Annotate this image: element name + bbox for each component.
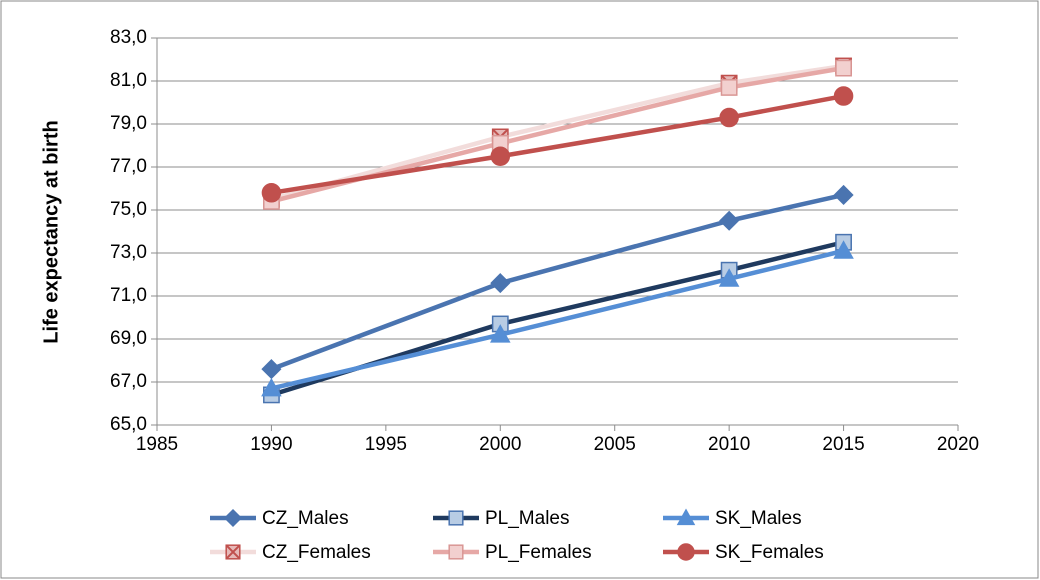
marker <box>719 210 740 231</box>
x-tick-label: 1990 <box>250 434 292 455</box>
legend-item: PL_Females <box>433 542 592 563</box>
y-tick-label: 65,0 <box>110 414 147 435</box>
legend-label: PL_Females <box>485 542 592 563</box>
marker <box>490 273 511 294</box>
marker <box>718 268 740 287</box>
marker-cross <box>225 544 241 560</box>
y-tick-label: 67,0 <box>110 371 147 392</box>
legend-item: PL_Males <box>433 508 570 529</box>
marker <box>835 59 852 77</box>
legend-item: CZ_Females <box>210 542 371 563</box>
marker <box>833 240 854 259</box>
series-line <box>270 248 845 391</box>
legend-item: CZ_Males <box>210 508 349 529</box>
series <box>261 240 854 397</box>
series-line <box>271 93 844 196</box>
marker <box>261 377 282 397</box>
y-tick-label: 77,0 <box>110 156 147 177</box>
x-tick-label: 2015 <box>822 434 864 455</box>
x-tick-label: 2000 <box>479 434 521 455</box>
legend-label: CZ_Males <box>262 508 349 529</box>
marker <box>719 107 739 128</box>
marker <box>833 184 854 206</box>
y-tick-label: 81,0 <box>110 70 147 91</box>
marker <box>448 510 464 526</box>
marker <box>448 544 464 560</box>
marker <box>720 79 738 96</box>
legend-item: SK_Males <box>663 508 802 529</box>
marker <box>223 508 243 528</box>
marker <box>490 324 511 343</box>
series <box>261 184 854 380</box>
legend-item: SK_Females <box>663 542 824 563</box>
marker <box>833 86 854 106</box>
y-tick-label: 79,0 <box>110 113 147 134</box>
x-tick-label: 2005 <box>594 434 636 455</box>
series-line <box>270 63 844 202</box>
legend-label: PL_Males <box>485 508 570 529</box>
marker <box>677 543 695 561</box>
marker <box>261 183 282 203</box>
y-tick-label: 71,0 <box>110 285 147 306</box>
y-tick-label: 83,0 <box>110 27 147 48</box>
y-tick-label: 69,0 <box>110 328 147 349</box>
legend-label: SK_Females <box>715 542 824 563</box>
x-tick-label: 1985 <box>136 434 178 455</box>
legend-label: CZ_Females <box>262 542 371 563</box>
legend-label: SK_Males <box>715 508 802 529</box>
y-tick-label: 73,0 <box>110 242 147 263</box>
y-axis-label: Life expectancy at birth <box>40 120 62 343</box>
y-tick-label: 75,0 <box>110 199 147 220</box>
series-line <box>270 192 845 372</box>
marker <box>676 508 696 526</box>
marker <box>490 146 511 166</box>
x-tick-label: 1995 <box>365 434 407 455</box>
x-tick-label: 2010 <box>708 434 750 455</box>
x-tick-label: 2020 <box>937 434 979 455</box>
series <box>261 86 854 203</box>
